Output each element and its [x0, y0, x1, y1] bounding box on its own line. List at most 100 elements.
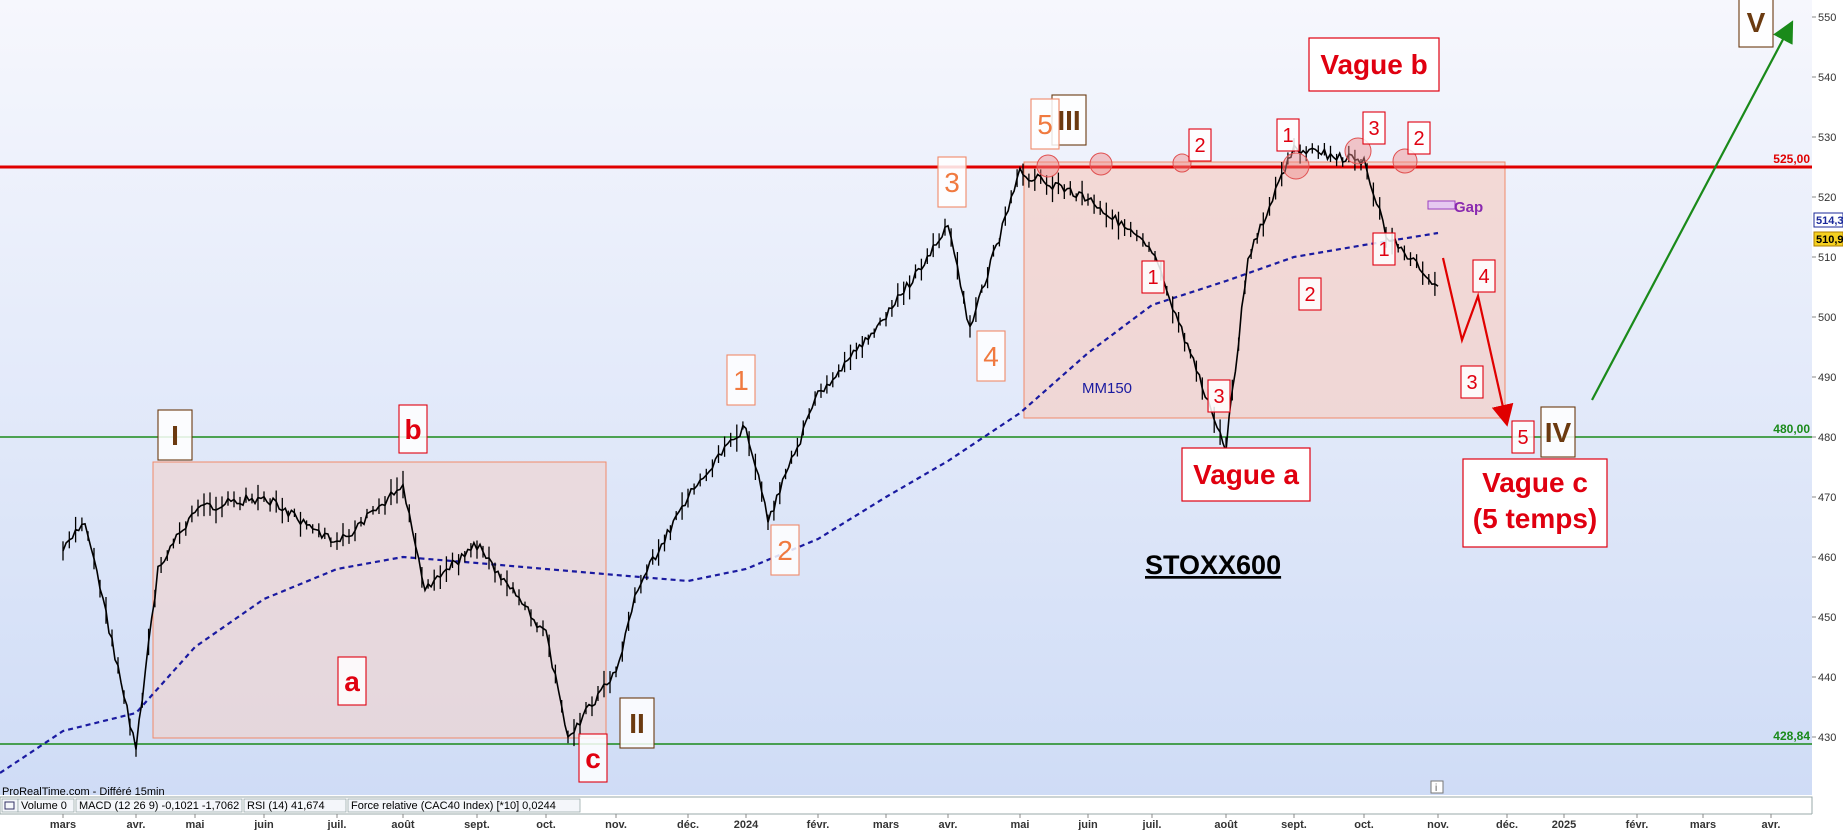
wave-label: III — [1057, 105, 1080, 136]
x-tick-label: avr. — [939, 819, 958, 830]
chart-title: STOXX600 — [1145, 550, 1281, 580]
x-tick-label: sept. — [1281, 819, 1307, 830]
wave-label-box — [1188, 128, 1212, 162]
wave-label: V — [1747, 7, 1766, 38]
x-tick-label: mai — [186, 819, 205, 830]
wave-label: IV — [1545, 417, 1572, 448]
price-line — [62, 143, 1439, 750]
wave-label-box — [1207, 379, 1231, 413]
wave-label-box — [726, 354, 756, 406]
x-tick-label: févr. — [1626, 819, 1649, 830]
window-icon[interactable] — [4, 801, 15, 810]
x-tick-label: mars — [1690, 819, 1716, 830]
wave-label: 4 — [1478, 266, 1489, 288]
wave-label: 2 — [1194, 135, 1205, 157]
y-tick-label: 550 — [1818, 12, 1836, 24]
wave-label-box — [1511, 420, 1535, 454]
x-tick-label: mai — [1011, 819, 1030, 830]
x-tick-label: avr. — [127, 819, 146, 830]
top-circle — [1089, 152, 1113, 176]
wave-label: 5 — [1517, 427, 1528, 449]
wave-label: a — [344, 666, 360, 697]
wave-label-box — [619, 697, 655, 749]
x-tick-label: août — [1214, 819, 1238, 830]
wave-label: 2 — [777, 535, 793, 566]
top-circle — [1392, 148, 1418, 174]
wave-label: c — [585, 743, 601, 774]
wave-label: b — [404, 414, 421, 445]
wave-label-box — [937, 156, 967, 208]
indicator-segment[interactable] — [243, 798, 347, 813]
x-tick-label: 2024 — [734, 819, 759, 830]
wave-label-box — [1460, 365, 1484, 399]
info-icon[interactable] — [1430, 780, 1444, 794]
x-axis-background — [0, 814, 1843, 830]
indicator-segment[interactable] — [347, 798, 581, 813]
x-tick-label: nov. — [1427, 819, 1449, 830]
wave-label: 2 — [1304, 284, 1315, 306]
wave-label: 4 — [983, 341, 999, 372]
wave-label: 3 — [1466, 372, 1477, 394]
y-tick-label: 440 — [1818, 672, 1836, 684]
wave-label: 3 — [944, 167, 960, 198]
wave-label-box — [976, 330, 1006, 382]
x-tick-label: avr. — [1762, 819, 1781, 830]
y-tick-label: 520 — [1818, 192, 1836, 204]
x-tick-label: sept. — [464, 819, 490, 830]
vague-c-label: Vague c — [1482, 467, 1588, 498]
y-axis: 430 440 450 460 470 480 490 500 510 520 530 540 550 — [1812, 12, 1836, 744]
indicator-toolbar: Volume 0 MACD (12 26 9) -0,1021 -1,7062 RS… — [1, 798, 581, 813]
price-tag-blue: 514,3 — [1816, 215, 1843, 227]
indicator-segment[interactable] — [75, 798, 243, 813]
level-label: 428,84 — [1773, 729, 1810, 743]
vague-a-label: Vague a — [1193, 459, 1299, 490]
ma150-label: MM150 — [1082, 380, 1132, 397]
y-tick-label: 480 — [1818, 432, 1836, 444]
y-tick-label: 530 — [1818, 132, 1836, 144]
x-tick-label: nov. — [605, 819, 627, 830]
indicator-label: RSI (14) 41,674 — [247, 800, 325, 812]
indicator-segment[interactable] — [17, 798, 75, 813]
ma150-line — [0, 231, 1439, 774]
vague-b-label: Vague b — [1320, 49, 1427, 80]
wave-label-box — [337, 656, 367, 706]
x-tick-label: août — [391, 819, 415, 830]
gap-label: Gap — [1454, 199, 1483, 216]
x-tick-label: juin — [1077, 819, 1098, 830]
y-tick-label: 460 — [1818, 552, 1836, 564]
wave-label: 3 — [1368, 118, 1379, 140]
wave-label: 3 — [1213, 386, 1224, 408]
wave-label-box — [1407, 121, 1431, 155]
vague-b-box — [1308, 37, 1440, 92]
wave-label: 1 — [1147, 267, 1158, 289]
wave-label-box — [1372, 232, 1396, 266]
price-tag-blue-bg — [1813, 212, 1843, 228]
wave-label-box — [1298, 277, 1322, 311]
wave-label: 5 — [1037, 109, 1053, 140]
x-tick-label: 2025 — [1552, 819, 1576, 830]
indicator-label: Volume 0 — [21, 800, 67, 812]
wave-label-box — [157, 409, 193, 461]
x-tick-label: juil. — [1142, 819, 1162, 830]
x-tick-label: juin — [253, 819, 274, 830]
price-tag-yellow: 510,9 — [1816, 234, 1843, 246]
x-axis: mars avr. mai juin juil. août sept. oct. nov. déc… — [50, 814, 1781, 830]
y-tick-label: 470 — [1818, 492, 1836, 504]
wave-label: 2 — [1413, 128, 1424, 150]
x-tick-label: mars — [873, 819, 899, 830]
wave-label-box — [1362, 111, 1386, 145]
y-tick-label: 430 — [1818, 732, 1836, 744]
indicator-label: MACD (12 26 9) -0,1021 -1,7062 — [79, 800, 239, 812]
top-circle — [1036, 154, 1060, 178]
wave-label-box — [1540, 406, 1576, 458]
vague-c-sub: (5 temps) — [1473, 503, 1597, 534]
indicator-segment[interactable] — [1, 798, 19, 813]
y-tick-label: 510 — [1818, 252, 1836, 264]
wave-label-box — [578, 733, 608, 783]
wave-label-box — [1738, 0, 1774, 48]
right-axis-background — [1812, 0, 1843, 830]
y-tick-label: 540 — [1818, 72, 1836, 84]
x-tick-label: févr. — [807, 819, 830, 830]
